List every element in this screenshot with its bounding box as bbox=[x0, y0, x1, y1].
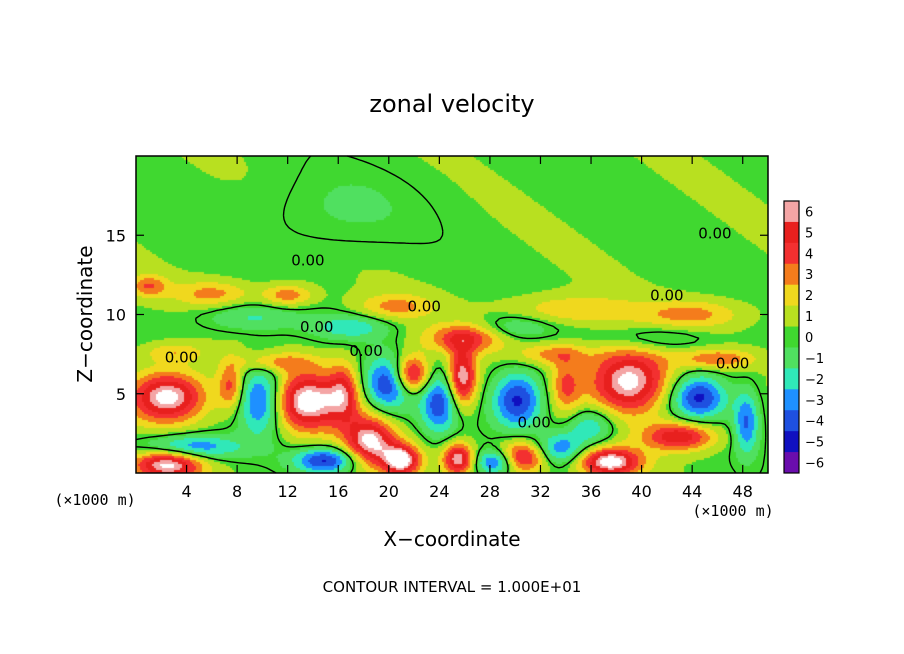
contour-label: 0.00 bbox=[407, 298, 440, 316]
x-tick-label: 48 bbox=[733, 482, 753, 501]
contour-labels: 0.00 0.00 0.00 0.00 0.00 0.00 0.00 0.00 0.00 bbox=[165, 225, 750, 432]
colorbar-swatch bbox=[784, 305, 799, 328]
contour-label: 0.00 bbox=[349, 342, 382, 360]
x-tick-label: 16 bbox=[328, 482, 348, 501]
x-tick-label: 28 bbox=[480, 482, 500, 501]
y-tick-label: 15 bbox=[106, 226, 126, 245]
contour-label: 0.00 bbox=[698, 225, 731, 243]
colorbar-swatch bbox=[784, 242, 799, 265]
colorbar: 6 5 4 3 2 1 0 −1 −2 −3 −4 −5 −6 bbox=[783, 200, 824, 474]
x-tick-label: 32 bbox=[530, 482, 550, 501]
x-tick-label: 44 bbox=[682, 482, 702, 501]
colorbar-frame bbox=[783, 200, 800, 474]
colorbar-label: 4 bbox=[805, 247, 813, 262]
colorbar-swatch bbox=[784, 326, 799, 348]
colorbar-label: 2 bbox=[805, 289, 813, 304]
x-tick-label: 40 bbox=[631, 482, 651, 501]
colorbar-swatch bbox=[784, 368, 799, 390]
colorbar-label: −2 bbox=[805, 373, 824, 388]
colorbar-swatch bbox=[784, 347, 799, 369]
contour-label: 0.00 bbox=[165, 348, 198, 366]
colorbar-label: 3 bbox=[805, 268, 813, 283]
colorbar-label: 1 bbox=[805, 310, 813, 325]
y-tick-label: 5 bbox=[116, 385, 126, 404]
chart-title: zonal velocity bbox=[369, 90, 534, 118]
y-axis-label: Z−coordinate bbox=[73, 245, 97, 382]
contour-label: 0.00 bbox=[716, 355, 749, 373]
x-tick-label: 20 bbox=[379, 482, 399, 501]
contour-label: 0.00 bbox=[300, 318, 333, 336]
x-axis-label: X−coordinate bbox=[383, 527, 520, 551]
x-units-note-left: (×1000 m) bbox=[54, 491, 135, 509]
x-tick-label: 36 bbox=[581, 482, 601, 501]
contour-interval-note: CONTOUR INTERVAL = 1.000E+01 bbox=[323, 578, 582, 596]
colorbar-swatch bbox=[784, 221, 799, 244]
x-tick-label: 24 bbox=[429, 482, 449, 501]
colorbar-swatch bbox=[784, 410, 799, 432]
y-axis-ticks: 5 10 15 bbox=[106, 226, 768, 404]
colorbar-label: −5 bbox=[805, 436, 824, 451]
colorbar-swatch bbox=[784, 284, 799, 307]
x-tick-label: 12 bbox=[278, 482, 298, 501]
heatmap-field bbox=[136, 156, 768, 473]
colorbar-label: −4 bbox=[805, 415, 824, 430]
colorbar-swatch bbox=[784, 201, 799, 223]
contour-lines bbox=[135, 155, 767, 474]
contour-label: 0.00 bbox=[650, 286, 683, 304]
contour-label: 0.00 bbox=[517, 413, 550, 431]
x-axis-ticks: 4 8 12 16 20 24 28 32 36 40 44 48 bbox=[181, 156, 753, 501]
colorbar-label: −6 bbox=[805, 457, 824, 472]
colorbar-swatch bbox=[784, 431, 799, 453]
colorbar-label: 6 bbox=[805, 205, 813, 220]
colorbar-swatch bbox=[784, 452, 799, 474]
zero-contour-line bbox=[135, 155, 767, 474]
colorbar-label: −3 bbox=[805, 394, 824, 409]
colorbar-swatch bbox=[784, 263, 799, 286]
colorbar-label: −1 bbox=[805, 352, 824, 367]
contour-label: 0.00 bbox=[291, 252, 324, 270]
colorbar-label: 0 bbox=[805, 331, 813, 346]
colorbar-label: 5 bbox=[805, 226, 813, 241]
x-units-note-right: (×1000 m) bbox=[692, 502, 773, 520]
y-tick-label: 10 bbox=[106, 306, 126, 325]
x-tick-label: 4 bbox=[181, 482, 191, 501]
heatmap-field-container bbox=[136, 156, 768, 473]
colorbar-swatch bbox=[784, 389, 799, 411]
x-tick-label: 8 bbox=[232, 482, 242, 501]
